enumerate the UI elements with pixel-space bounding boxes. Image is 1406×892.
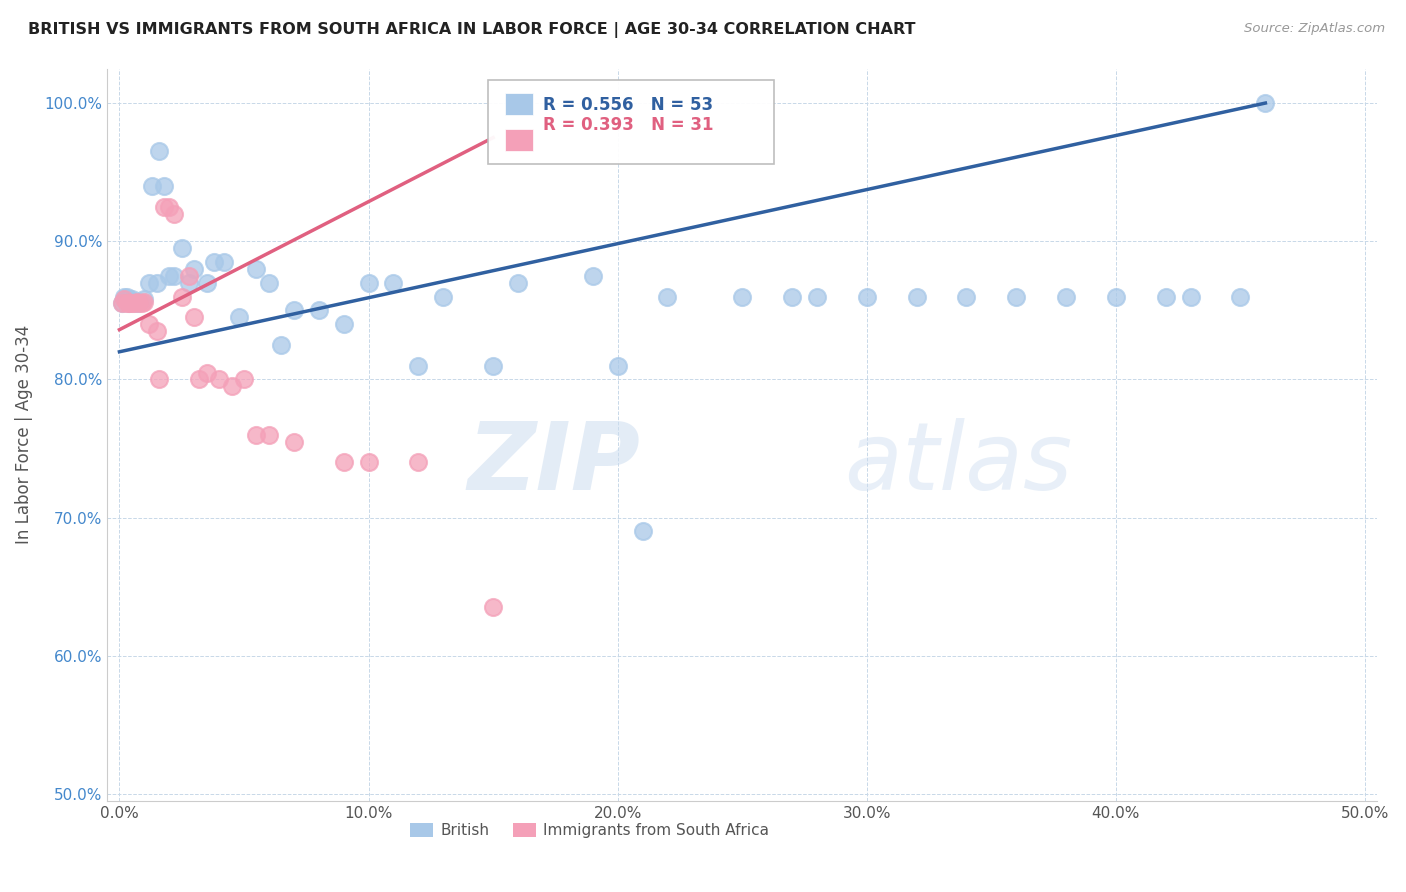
Point xyxy=(1005,289,1028,303)
Point xyxy=(233,372,256,386)
Point xyxy=(270,338,292,352)
Legend: British, Immigrants from South Africa: British, Immigrants from South Africa xyxy=(404,817,775,845)
FancyBboxPatch shape xyxy=(488,79,773,164)
Point xyxy=(855,289,877,303)
FancyBboxPatch shape xyxy=(505,129,533,152)
Point xyxy=(631,524,654,539)
Point xyxy=(183,310,205,325)
Point xyxy=(257,276,280,290)
Point xyxy=(128,295,150,310)
Point xyxy=(134,295,156,310)
Text: atlas: atlas xyxy=(844,418,1073,509)
Point xyxy=(228,310,250,325)
Point xyxy=(506,276,529,290)
Point xyxy=(283,303,305,318)
Point xyxy=(163,268,186,283)
Point xyxy=(157,268,180,283)
Point xyxy=(148,145,170,159)
Point xyxy=(138,276,160,290)
Point xyxy=(125,296,148,310)
Y-axis label: In Labor Force | Age 30-34: In Labor Force | Age 30-34 xyxy=(15,325,32,544)
Point xyxy=(146,324,169,338)
Point xyxy=(283,434,305,449)
Point xyxy=(1254,96,1277,111)
Point xyxy=(125,295,148,310)
Point xyxy=(332,455,354,469)
Point xyxy=(112,293,135,307)
Point xyxy=(731,289,754,303)
Point xyxy=(1105,289,1128,303)
Point xyxy=(408,359,430,373)
Point xyxy=(157,200,180,214)
Point xyxy=(332,317,354,331)
Point xyxy=(188,372,211,386)
Point xyxy=(163,206,186,220)
Text: BRITISH VS IMMIGRANTS FROM SOUTH AFRICA IN LABOR FORCE | AGE 30-34 CORRELATION C: BRITISH VS IMMIGRANTS FROM SOUTH AFRICA … xyxy=(28,22,915,38)
Point xyxy=(905,289,928,303)
Point xyxy=(118,296,141,310)
Point xyxy=(408,455,430,469)
Point xyxy=(131,296,153,310)
Point xyxy=(245,261,267,276)
Point xyxy=(112,289,135,303)
Point xyxy=(582,268,605,283)
Point xyxy=(111,296,134,310)
Point xyxy=(146,276,169,290)
Point xyxy=(1229,289,1251,303)
Point xyxy=(432,289,454,303)
Point xyxy=(118,296,141,310)
Point xyxy=(170,241,193,255)
Point xyxy=(111,296,134,310)
Point xyxy=(257,427,280,442)
Point xyxy=(955,289,977,303)
Point xyxy=(357,455,380,469)
Point xyxy=(170,289,193,303)
Point xyxy=(138,317,160,331)
Point xyxy=(153,178,176,193)
Point xyxy=(245,427,267,442)
Point xyxy=(208,372,231,386)
Point xyxy=(128,296,150,310)
Text: ZIP: ZIP xyxy=(468,418,641,510)
Point xyxy=(134,293,156,307)
Point xyxy=(115,289,138,303)
Point xyxy=(308,303,330,318)
Point xyxy=(1054,289,1077,303)
Point xyxy=(153,200,176,214)
Text: R = 0.393   N = 31: R = 0.393 N = 31 xyxy=(543,116,713,134)
Point xyxy=(382,276,405,290)
Point xyxy=(141,178,163,193)
Point xyxy=(1154,289,1177,303)
Point xyxy=(806,289,828,303)
Point xyxy=(124,296,146,310)
Point xyxy=(221,379,243,393)
Point xyxy=(202,255,225,269)
Point xyxy=(195,276,218,290)
Point xyxy=(482,600,505,615)
Point xyxy=(780,289,803,303)
Point xyxy=(121,293,143,307)
Point xyxy=(115,293,138,307)
FancyBboxPatch shape xyxy=(505,93,533,115)
Point xyxy=(148,372,170,386)
Point xyxy=(183,261,205,276)
Point xyxy=(195,366,218,380)
Point xyxy=(482,359,505,373)
Point xyxy=(121,296,143,310)
Point xyxy=(212,255,235,269)
Point xyxy=(179,268,201,283)
Text: Source: ZipAtlas.com: Source: ZipAtlas.com xyxy=(1244,22,1385,36)
Point xyxy=(1180,289,1202,303)
Point xyxy=(124,295,146,310)
Point xyxy=(657,289,679,303)
Text: R = 0.556   N = 53: R = 0.556 N = 53 xyxy=(543,96,713,114)
Point xyxy=(357,276,380,290)
Point xyxy=(115,296,138,310)
Point xyxy=(179,276,201,290)
Point xyxy=(606,359,628,373)
